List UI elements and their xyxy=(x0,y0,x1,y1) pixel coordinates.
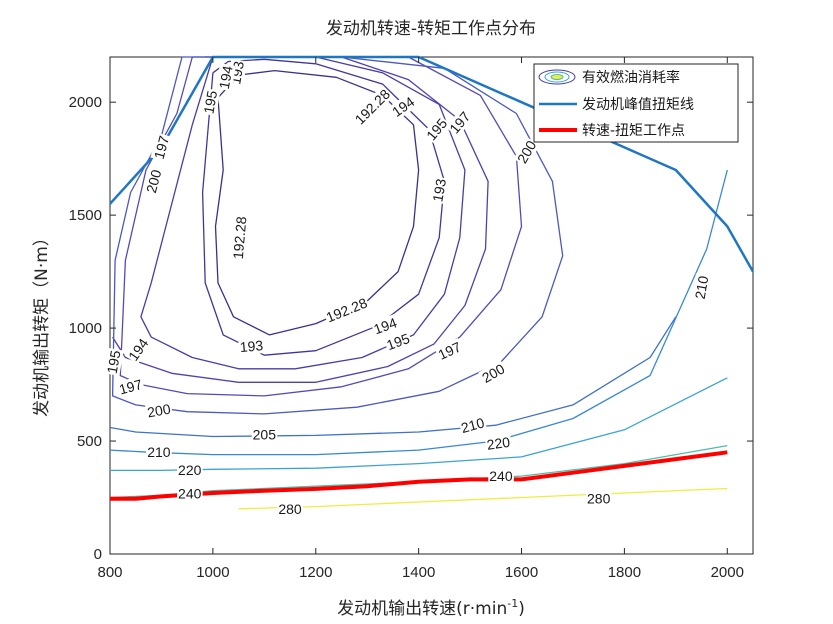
contour-label-0-1: 192.28 xyxy=(230,215,250,259)
contour-label-bg-10-0 xyxy=(277,500,303,517)
contour-label-bg-1-2 xyxy=(238,337,266,356)
contour-label-bg-6-0 xyxy=(251,426,278,443)
contour-line-0 xyxy=(214,69,420,336)
contour-label-4-2: 197 xyxy=(151,134,173,161)
contour-label-bg-0-2 xyxy=(322,294,371,326)
contour-label-bg-3-1 xyxy=(422,114,452,145)
contour-line-5 xyxy=(111,56,564,415)
x-tick-label-1: 1000 xyxy=(196,564,229,581)
contour-label-7-2: 210 xyxy=(692,274,712,300)
contour-label-bg-4-1 xyxy=(434,337,465,364)
contour-label-bg-5-2 xyxy=(142,166,165,196)
contour-label-bg-7-1 xyxy=(458,414,488,437)
contour-line-8 xyxy=(110,377,728,472)
contour-label-bg-5-0 xyxy=(513,136,541,167)
contour-label-9-0: 240 xyxy=(178,485,202,501)
contour-label-bg-3-3 xyxy=(103,347,124,376)
x-tick-label-4: 1600 xyxy=(505,564,538,581)
contour-layer xyxy=(109,55,755,510)
contour-label-bg-9-1 xyxy=(488,468,514,485)
contour-label-bg-1-1 xyxy=(429,176,450,205)
contour-label-bg-2-3 xyxy=(124,334,153,365)
contour-line-10 xyxy=(238,487,728,510)
contour-label-bg-0-0 xyxy=(350,85,394,129)
contour-label-9-1: 240 xyxy=(489,468,513,484)
contour-label-5-3: 200 xyxy=(146,401,172,421)
contour-label-7-0: 210 xyxy=(147,444,171,460)
contour-label-2-0: 194 xyxy=(216,64,236,90)
contour-label-bg-2-2 xyxy=(370,313,401,338)
legend-label-peak-torque: 发动机峰值扭矩线 xyxy=(582,97,694,113)
x-tick-label-0: 800 xyxy=(97,564,122,581)
contour-label-bg-3-2 xyxy=(383,329,413,354)
contour-label-8-0: 220 xyxy=(178,462,202,478)
contour-line-7 xyxy=(109,169,728,456)
contour-label-layer: 192.28192.28192.281931931931941941941941… xyxy=(103,58,712,517)
y-tick-label-3: 1500 xyxy=(69,207,102,224)
contour-line-4 xyxy=(119,56,523,397)
contour-label-3-2: 195 xyxy=(384,330,412,353)
x-tick-label-2: 1200 xyxy=(299,564,332,581)
y-tick-label-4: 2000 xyxy=(69,94,102,111)
contour-line-3 xyxy=(112,56,489,383)
contour-label-bg-4-3 xyxy=(116,375,146,398)
legend: 有效燃油消耗率 发动机峰值扭矩线 转速-扭矩工作点 xyxy=(533,63,739,143)
contour-label-1-1: 193 xyxy=(429,177,449,203)
y-tick-label-0: 0 xyxy=(94,546,102,563)
tick-layer: 800 1000 1200 1400 1600 1800 2000 0 500 1000 1500 2… xyxy=(69,57,753,581)
contour-label-3-0: 195 xyxy=(200,89,220,115)
y-axis-title: 发动机输出转矩（N·m） xyxy=(32,229,52,417)
contour-label-8-1: 220 xyxy=(486,434,512,453)
contour-label-bg-0-1 xyxy=(229,214,250,261)
contour-label-3-3: 195 xyxy=(104,349,124,375)
contour-label-bg-4-2 xyxy=(150,132,173,162)
contour-label-2-2: 194 xyxy=(371,314,399,337)
contour-label-bg-3-0 xyxy=(200,88,221,117)
contour-label-7-1: 210 xyxy=(459,414,486,436)
contour-label-bg-10-1 xyxy=(586,490,612,507)
contour-label-5-2: 200 xyxy=(143,168,165,195)
x-tick-label-3: 1400 xyxy=(402,564,435,581)
contour-label-bg-8-1 xyxy=(484,433,513,453)
contour-label-bg-5-1 xyxy=(478,359,509,387)
contour-label-bg-8-0 xyxy=(177,461,203,478)
contour-label-bg-2-0 xyxy=(215,63,236,92)
contour-label-10-0: 280 xyxy=(278,501,302,517)
contour-label-bg-7-0 xyxy=(146,443,172,460)
contour-label-10-1: 280 xyxy=(587,491,611,507)
contour-line-1 xyxy=(201,58,446,356)
legend-label-contour: 有效燃油消耗率 xyxy=(582,69,680,86)
contour-label-bg-7-2 xyxy=(691,273,712,302)
y-tick-label-2: 1000 xyxy=(69,320,102,337)
y-tick-label-1: 500 xyxy=(77,433,102,450)
contour-line-6 xyxy=(109,316,677,438)
contour-label-bg-4-0 xyxy=(445,107,475,138)
contour-label-6-0: 205 xyxy=(253,426,277,442)
peak-torque-line xyxy=(109,55,755,273)
contour-label-bg-2-1 xyxy=(388,92,419,121)
legend-swatch-contour xyxy=(538,69,576,85)
contour-label-4-3: 197 xyxy=(117,376,144,398)
x-tick-label-5: 1800 xyxy=(608,564,641,581)
operating-points-line xyxy=(110,450,728,501)
x-tick-label-6: 2000 xyxy=(711,564,744,581)
contour-label-1-2: 193 xyxy=(239,337,264,355)
contour-label-bg-5-3 xyxy=(144,400,173,421)
chart-title: 发动机转速-转矩工作点分布 xyxy=(326,19,536,39)
contour-label-bg-9-0 xyxy=(177,485,203,502)
x-axis-title: 发动机输出转速(r·min-1) xyxy=(337,597,525,619)
legend-label-operating-points: 转速-扭矩工作点 xyxy=(582,123,685,139)
